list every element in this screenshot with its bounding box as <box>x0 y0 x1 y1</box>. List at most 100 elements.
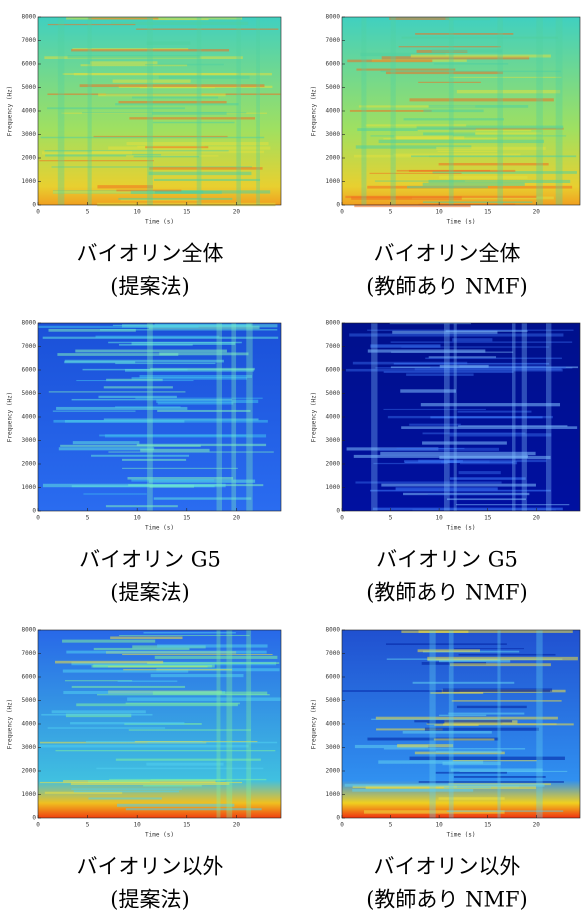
y-tick-label: 1000 <box>22 791 37 798</box>
spectrogram-band <box>454 323 457 511</box>
spectrogram-stripe <box>143 785 202 787</box>
y-tick-label: 0 <box>336 815 340 822</box>
caption: バイオリン G5 <box>376 548 518 572</box>
y-tick-label: 3000 <box>22 744 37 751</box>
y-tick-label: 1000 <box>326 484 341 491</box>
spectrogram-stripe <box>384 748 525 749</box>
spectrogram-stripe <box>55 661 163 664</box>
y-tick-label: 8000 <box>326 14 341 21</box>
spectrogram-stripe <box>432 49 502 52</box>
y-tick-label: 0 <box>336 508 340 515</box>
spectrogram-stripe <box>55 750 275 751</box>
caption: バイオリン以外 <box>77 855 224 879</box>
caption: (提案法) <box>110 581 189 605</box>
spectrogram <box>342 630 580 818</box>
y-tick-label: 4000 <box>22 414 37 421</box>
x-tick-label: 20 <box>533 822 541 829</box>
spectrogram-stripe <box>452 700 562 701</box>
x-tick-label: 20 <box>233 515 241 522</box>
spectrogram-stripe <box>96 768 263 770</box>
spectrogram-band <box>256 17 260 205</box>
spectrogram-stripe <box>64 361 135 363</box>
spectrogram-stripe <box>459 471 501 474</box>
y-tick-label: 0 <box>32 202 36 209</box>
spectrogram-stripe <box>48 727 165 728</box>
x-tick-label: 20 <box>533 209 541 216</box>
x-tick-label: 20 <box>233 209 241 216</box>
spectrogram-stripe <box>439 797 505 800</box>
spectrogram-stripe <box>41 714 152 716</box>
spectrogram-band <box>449 630 454 818</box>
y-tick-label: 5000 <box>22 84 37 91</box>
spectrogram-stripe <box>57 353 178 356</box>
spectrogram-stripe <box>88 797 161 799</box>
spectrogram-band <box>361 17 366 205</box>
spectrogram-stripe <box>394 135 453 138</box>
spectrogram-stripe <box>415 368 562 370</box>
x-tick-label: 5 <box>389 209 393 216</box>
spectrogram-stripe <box>422 441 507 444</box>
spectrogram-band <box>444 323 450 511</box>
spectrogram-stripe <box>403 731 492 734</box>
spectrogram-band <box>536 17 543 205</box>
spectrogram-stripe <box>421 403 560 406</box>
spectrogram-band <box>391 17 396 205</box>
spectrogram-stripe <box>347 60 432 63</box>
y-tick-label: 6000 <box>22 61 37 68</box>
spectrogram-stripe <box>91 455 189 457</box>
spectrogram-stripe <box>59 447 154 450</box>
spectrogram-stripe <box>83 369 188 371</box>
spectrogram-stripe <box>73 441 140 444</box>
spectrogram-stripe <box>129 729 251 730</box>
x-tick-label: 10 <box>436 209 444 216</box>
x-tick-label: 0 <box>340 209 344 216</box>
y-tick-label: 5000 <box>326 697 341 704</box>
y-tick-label: 6000 <box>326 367 341 374</box>
y-tick-label: 0 <box>336 202 340 209</box>
spectrogram-stripe <box>131 191 222 194</box>
spectrogram-stripe <box>62 640 155 643</box>
spectrogram-band <box>536 630 542 818</box>
spectrogram-image <box>38 17 281 205</box>
spectrogram-stripe <box>367 330 573 331</box>
spectrogram-stripe <box>386 72 503 75</box>
spectrogram-stripe <box>122 459 186 461</box>
caption: バイオリン以外 <box>374 855 521 879</box>
spectrogram-stripe <box>379 140 544 143</box>
spectrogram-band <box>556 17 563 205</box>
spectrogram-stripe <box>97 185 152 188</box>
spectrogram-stripe <box>155 656 278 659</box>
caption: バイオリン全体 <box>374 242 521 266</box>
x-axis-label: Time (s) <box>145 525 174 532</box>
y-tick-label: 7000 <box>22 37 37 44</box>
spectrogram-stripe <box>406 373 473 375</box>
spectrogram-stripe <box>460 461 517 464</box>
spectrogram-stripe <box>135 741 258 742</box>
spectrogram-stripe <box>343 690 550 692</box>
y-tick-label: 8000 <box>326 627 341 634</box>
spectrogram-stripe <box>352 789 473 792</box>
spectrogram-band <box>246 630 251 818</box>
y-tick-label: 5000 <box>22 390 37 397</box>
spectrogram-stripe <box>132 96 218 98</box>
spectrogram-stripe <box>104 386 173 388</box>
spectrogram-stripe <box>434 724 478 725</box>
spectrogram-stripe <box>126 808 262 810</box>
x-tick-label: 5 <box>86 209 90 216</box>
spectrogram-band <box>217 630 221 818</box>
spectrogram-band <box>217 323 222 511</box>
y-tick-label: 0 <box>32 815 36 822</box>
y-tick-label: 1000 <box>22 178 37 185</box>
spectrogram-stripe <box>118 681 178 682</box>
spectrogram-stripe <box>47 107 185 109</box>
spectrogram-stripe <box>391 352 513 353</box>
y-tick-label: 2000 <box>22 461 37 468</box>
y-axis-label: Frequency (Hz) <box>7 86 14 137</box>
spectrogram-stripe <box>434 738 495 740</box>
x-tick-label: 5 <box>86 822 90 829</box>
spectrogram-band <box>147 323 153 511</box>
spectrogram-band <box>371 323 377 511</box>
y-tick-label: 6000 <box>22 367 37 374</box>
spectrogram-stripe <box>126 703 240 705</box>
y-axis-label: Frequency (Hz) <box>7 392 14 443</box>
